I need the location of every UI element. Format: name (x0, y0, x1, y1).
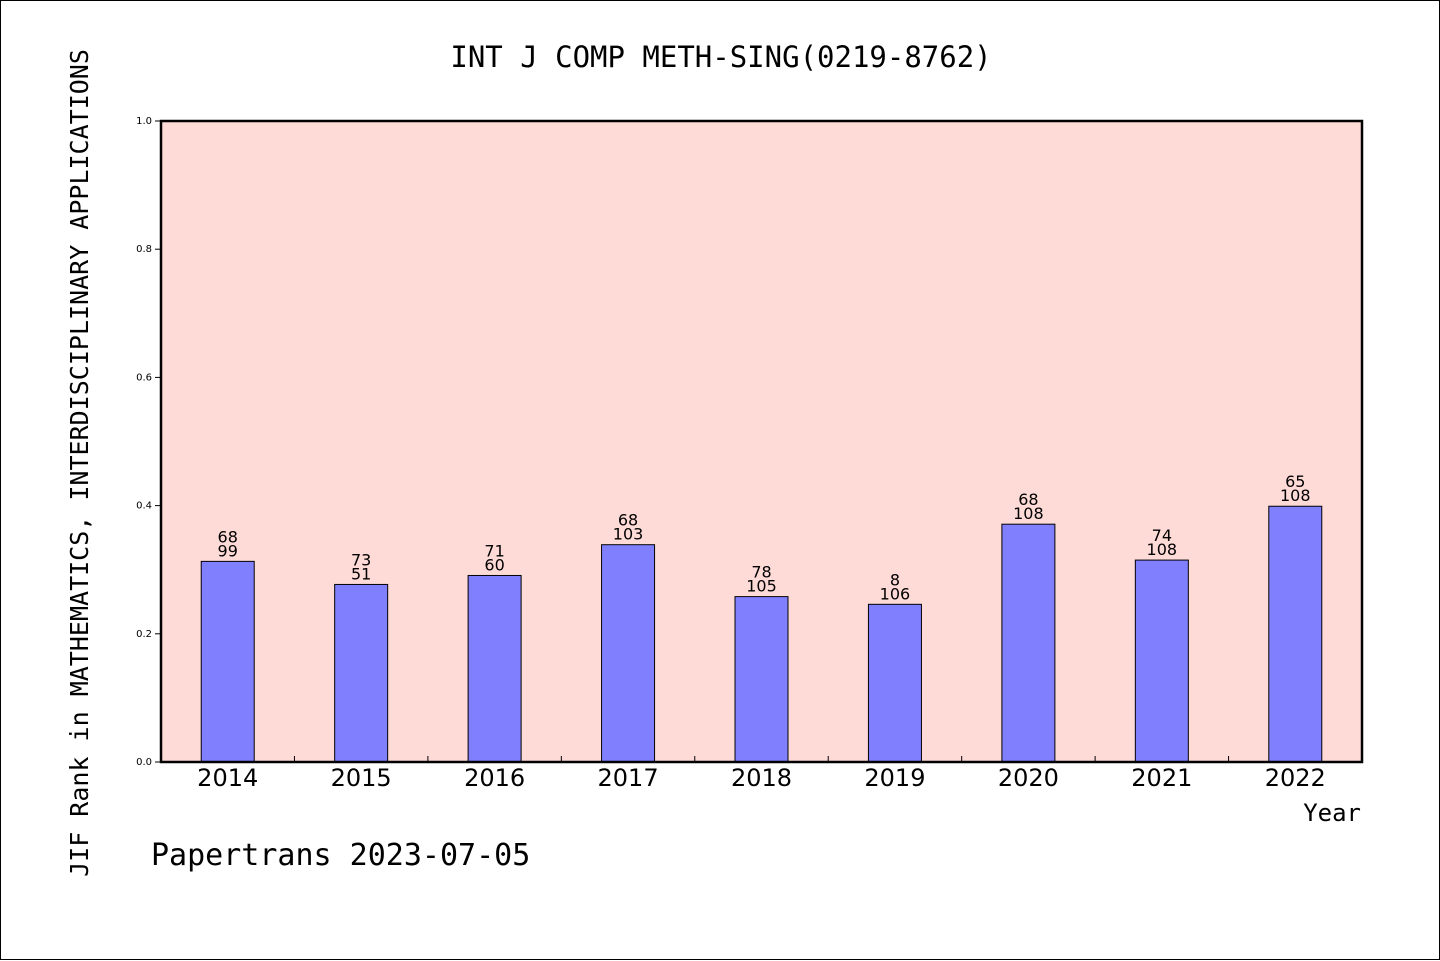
y-tick-label: 0.0 (136, 757, 152, 768)
y-tick-label: 0.2 (136, 629, 152, 640)
bar-total-label: 105 (746, 577, 777, 596)
bar-rank-label: 73 (351, 550, 371, 569)
x-axis-label: Year (1303, 799, 1361, 827)
x-tick-label: 2020 (998, 764, 1059, 792)
bar-rank-label: 68 (1018, 490, 1038, 509)
bar-rank-label: 68 (618, 511, 638, 530)
bar-2017 (601, 544, 656, 763)
plot-border (159, 119, 1364, 764)
bar-rank-label: 74 (1152, 526, 1172, 545)
x-tick-label: 2021 (1131, 764, 1192, 792)
bar-2015 (334, 583, 389, 763)
y-axis-ticks: 0.0 0.2 0.4 0.6 0.8 1.0 (136, 116, 161, 768)
bar-2019 (867, 603, 922, 763)
bar-rank-label: 78 (751, 563, 771, 582)
bar-total-label: 60 (484, 555, 504, 574)
footer-credit: Papertrans 2023-07-05 (151, 838, 530, 873)
x-tick-label: 2019 (864, 764, 925, 792)
x-tick-label: 2016 (464, 764, 525, 792)
bar-total-label: 108 (1013, 504, 1044, 523)
x-tick-label: 2018 (731, 764, 792, 792)
bar-total-label: 51 (351, 564, 371, 583)
x-tick-label: 2017 (598, 764, 659, 792)
bars (200, 505, 1323, 763)
bar-2014 (200, 560, 255, 763)
bar-rank-label: 71 (484, 541, 504, 560)
bar-rank-label: 65 (1285, 472, 1305, 491)
x-tick-label: 2015 (331, 764, 392, 792)
bar-2018 (734, 596, 789, 763)
bar-2016 (467, 574, 522, 763)
y-tick-label: 0.6 (136, 372, 152, 383)
bar-rank-label: 8 (890, 570, 900, 589)
bar-total-label: 99 (218, 541, 238, 560)
bar-total-label: 103 (613, 525, 644, 544)
bar-2021 (1134, 559, 1189, 763)
chart-title: INT J COMP METH-SING(0219-8762) (450, 40, 991, 74)
bar-total-label: 106 (880, 584, 911, 603)
x-tick-label: 2014 (197, 764, 258, 792)
bar-2022 (1268, 505, 1323, 763)
bar-rank-label: 68 (218, 527, 238, 546)
bar-total-label: 108 (1147, 540, 1178, 559)
y-tick-label: 1.0 (136, 116, 152, 127)
bar-total-label: 108 (1280, 486, 1311, 505)
bar-2020 (1001, 523, 1056, 763)
y-tick-label: 0.4 (136, 501, 152, 512)
y-tick-label: 0.8 (136, 244, 152, 255)
x-axis-ticks: 2014 2015 2016 2017 2018 2019 2020 2021 2022 (197, 756, 1326, 792)
x-tick-label: 2022 (1265, 764, 1326, 792)
y-axis-label: JIF Rank in MATHEMATICS, INTERDISCIPLINA… (65, 49, 94, 877)
